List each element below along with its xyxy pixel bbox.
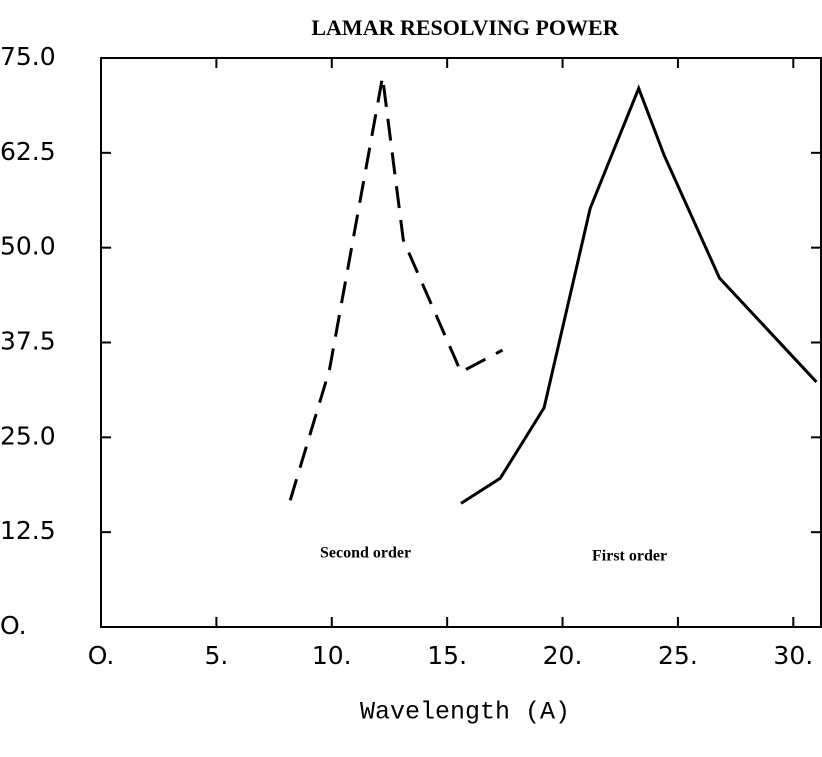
y-tick-label: 25.0: [0, 421, 56, 450]
y-tick-label: 62.5: [0, 137, 56, 166]
x-axis-label: Wavelength (A): [360, 698, 570, 727]
x-tick-label: 10.: [312, 641, 352, 670]
y-tick-label: 75.0: [0, 42, 56, 71]
chart-title: LAMAR RESOLVING POWER: [311, 15, 619, 40]
x-tick-label: 30.: [773, 641, 813, 670]
y-tick-label: 37.5: [0, 327, 56, 356]
y-tick-label: 12.5: [0, 516, 56, 545]
x-tick-label: 25.: [658, 641, 698, 670]
series-line: [460, 84, 818, 505]
annotation: Second order: [320, 545, 411, 562]
plot-frame: [100, 57, 822, 628]
x-tick-label: 15.: [427, 641, 467, 670]
y-tick-label: O.: [0, 611, 27, 640]
x-tick-label: O.: [88, 641, 115, 670]
y-tick-label: 50.0: [0, 232, 56, 261]
x-tick-label: 5.: [204, 641, 228, 670]
series-line: [288, 76, 504, 501]
annotation: First order: [592, 548, 667, 565]
x-tick-label: 20.: [543, 641, 583, 670]
